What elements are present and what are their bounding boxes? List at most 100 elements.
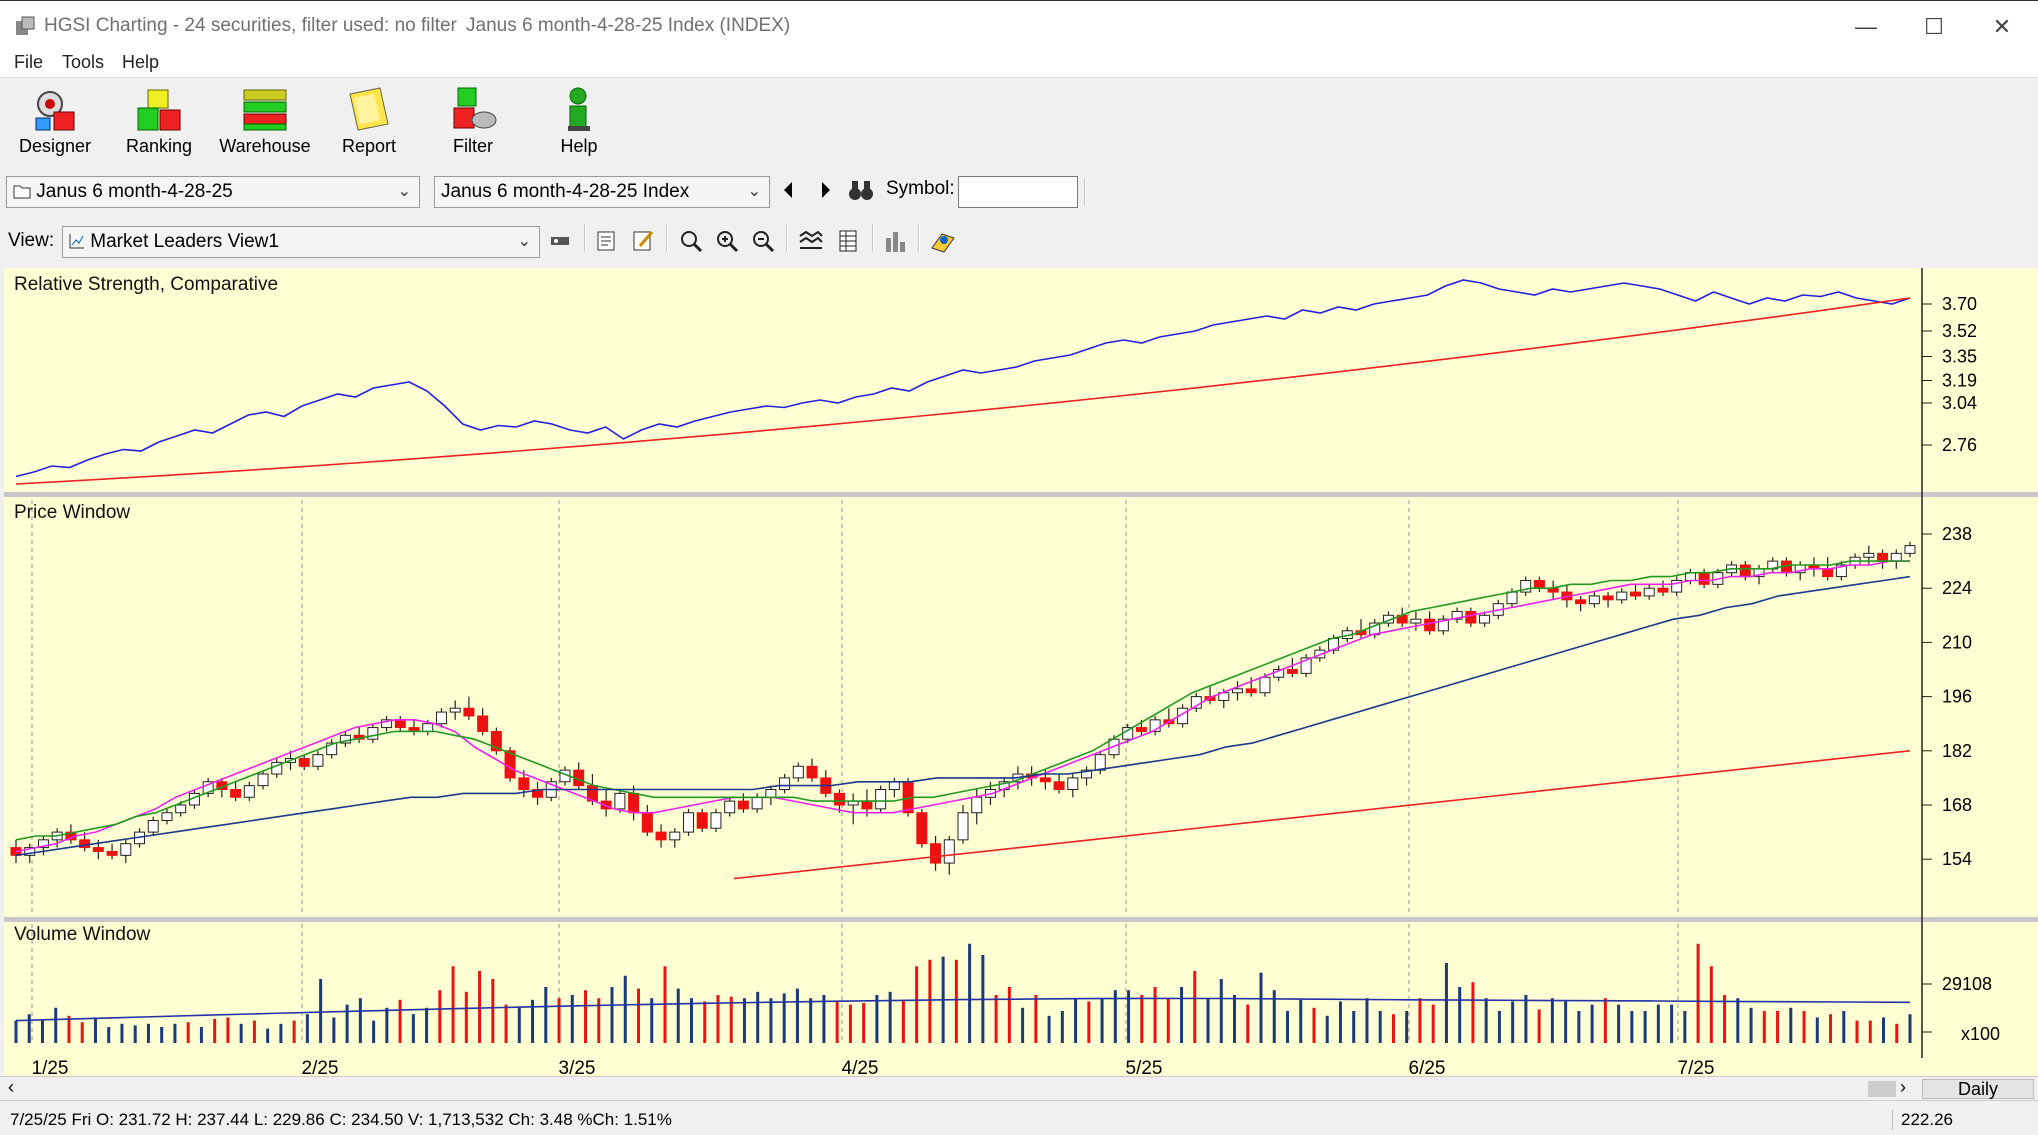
rs-tick-label: 3.04 xyxy=(1942,393,1977,413)
selector-toolbar: Janus 6 month-4-28-25 ⌄ Janus 6 month-4-… xyxy=(0,170,2038,216)
scroll-left-icon[interactable]: ‹ xyxy=(8,1077,14,1097)
zoom-out-icon[interactable] xyxy=(750,228,776,254)
candle-up xyxy=(147,819,159,833)
volume-panel-title: Volume Window xyxy=(14,924,151,945)
security-select[interactable]: Janus 6 month-4-28-25 Index ⌄ xyxy=(434,176,770,208)
data-table-icon[interactable] xyxy=(836,228,862,254)
view-edit-icon[interactable] xyxy=(548,228,574,254)
chart-grid xyxy=(4,268,2038,1058)
price-panel xyxy=(10,541,1916,880)
volume-average-line xyxy=(15,997,1911,1022)
menu-file[interactable]: File xyxy=(14,52,44,72)
report-icon xyxy=(349,87,389,131)
candle-up xyxy=(1863,552,1875,558)
menu-help[interactable]: Help xyxy=(122,52,160,72)
properties-icon[interactable] xyxy=(594,228,620,254)
candle-down xyxy=(463,707,475,717)
candle-down xyxy=(92,847,104,852)
candle-up xyxy=(751,796,763,810)
ranking-button[interactable]: Ranking xyxy=(110,84,208,168)
toolbar-divider xyxy=(584,224,586,252)
next-icon[interactable] xyxy=(818,180,834,200)
candle-down xyxy=(1424,618,1436,632)
report-label: Report xyxy=(341,136,397,156)
rs-tick-label: 3.35 xyxy=(1942,347,1977,367)
minimize-button[interactable]: — xyxy=(1855,14,1877,39)
candle-up xyxy=(1300,657,1312,674)
edit-icon[interactable] xyxy=(630,228,656,254)
candle-down xyxy=(394,719,406,729)
symbol-input[interactable] xyxy=(958,176,1078,208)
binoculars-icon[interactable] xyxy=(848,178,874,202)
view-select-value: Market Leaders View1 xyxy=(90,231,279,252)
scroll-right-icon[interactable]: › xyxy=(1900,1077,1906,1097)
symbol-label: Symbol: xyxy=(886,178,955,199)
filter-button[interactable]: Filter xyxy=(424,84,522,168)
main-toolbar: Designer Ranking Warehouse Report Filter… xyxy=(0,78,2038,170)
indicators-icon[interactable] xyxy=(798,228,824,254)
panel-divider xyxy=(4,492,2038,497)
candle-up xyxy=(1437,618,1449,632)
document-title: Janus 6 month-4-28-25 Index (INDEX) xyxy=(466,15,791,36)
candle-down xyxy=(1602,595,1614,601)
candle-up xyxy=(669,831,681,841)
status-info: 7/25/25 Fri O: 231.72 H: 237.44 L: 229.8… xyxy=(10,1110,672,1129)
palette-icon[interactable] xyxy=(930,228,956,254)
candle-down xyxy=(477,715,489,732)
report-button[interactable]: Report xyxy=(320,84,418,168)
status-bar: 7/25/25 Fri O: 231.72 H: 237.44 L: 229.8… xyxy=(0,1100,2038,1135)
maximize-button[interactable]: ☐ xyxy=(1924,14,1944,39)
previous-icon[interactable] xyxy=(780,180,796,200)
rs-moving-average xyxy=(15,297,1911,485)
candle-up xyxy=(943,839,955,864)
folder-icon xyxy=(13,185,31,199)
window-title: HGSI Charting - 24 securities, filter us… xyxy=(44,15,457,36)
list-select[interactable]: Janus 6 month-4-28-25 ⌄ xyxy=(6,176,420,208)
menu-bar: File Tools Help xyxy=(0,52,2038,78)
volume-panel xyxy=(14,943,1912,1043)
candle-down xyxy=(1877,552,1889,562)
candle-down xyxy=(1822,568,1834,578)
candle-up xyxy=(161,812,173,821)
status-value: 222.26 xyxy=(1892,1110,1953,1130)
rs-tick-label: 3.19 xyxy=(1942,371,1977,391)
price-tick-label: 182 xyxy=(1942,741,1972,761)
candle-up xyxy=(957,812,969,841)
candle-down xyxy=(655,831,667,841)
candle-down xyxy=(1575,599,1587,605)
toolbar-divider xyxy=(1084,178,1086,206)
candle-up xyxy=(312,754,324,767)
ma-blue-line xyxy=(15,575,1911,857)
volume-unit-label: x100 xyxy=(1961,1024,2000,1044)
close-button[interactable]: ✕ xyxy=(1992,14,2012,39)
candle-up xyxy=(875,789,887,810)
scroll-thumb[interactable] xyxy=(1868,1081,1896,1097)
candle-up xyxy=(1231,688,1243,694)
candle-down xyxy=(490,730,502,752)
view-select[interactable]: Market Leaders View1 ⌄ xyxy=(62,226,540,258)
date-tick-label: 5/25 xyxy=(1126,1058,1163,1076)
designer-label: Designer xyxy=(18,136,92,156)
rs-line xyxy=(15,279,1911,478)
zoom-icon[interactable] xyxy=(678,228,704,254)
help-button[interactable]: Help xyxy=(530,84,628,168)
menu-tools[interactable]: Tools xyxy=(62,52,105,72)
candle-up xyxy=(1643,587,1655,597)
ranking-icon xyxy=(137,89,181,131)
period-button[interactable]: Daily xyxy=(1922,1079,2034,1099)
candle-up xyxy=(1835,564,1847,578)
candle-down xyxy=(1630,591,1642,597)
horizontal-scrollbar[interactable]: ‹ › Daily xyxy=(0,1076,2038,1100)
candle-up xyxy=(1904,545,1916,554)
view-label: View: xyxy=(8,230,55,251)
chart-canvas[interactable]: 1/25 2/25 3/25 4/25 5/25 6/25 7/25 3.70 3.52 3.35… xyxy=(4,268,2038,1076)
candle-up xyxy=(1890,552,1902,562)
bar-chart-icon[interactable] xyxy=(882,228,908,254)
chart-area: 1/25 2/25 3/25 4/25 5/25 6/25 7/25 3.70 3.52 3.35… xyxy=(0,268,2038,1076)
candle-down xyxy=(1245,688,1257,694)
zoom-in-icon[interactable] xyxy=(714,228,740,254)
warehouse-button[interactable]: Warehouse xyxy=(216,84,314,168)
designer-button[interactable]: Designer xyxy=(6,84,104,168)
candle-up xyxy=(381,719,393,729)
candle-up xyxy=(1479,614,1491,624)
